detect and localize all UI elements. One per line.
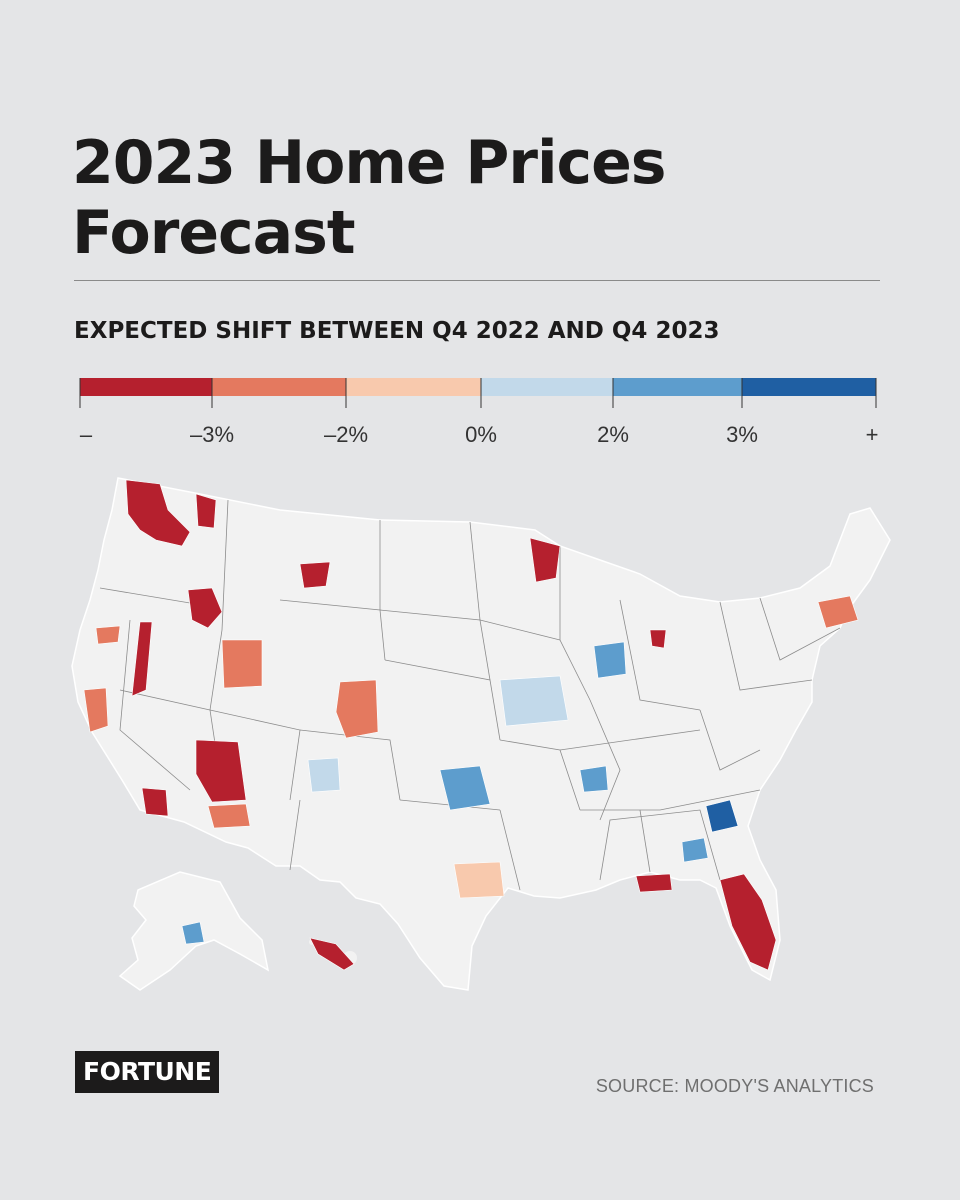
region-florida-panhandle [635,873,673,893]
region-reno-nv [131,621,153,697]
region-new-england [817,595,859,629]
region-tucson-az [207,803,251,829]
region-new-mexico [307,757,341,793]
legend-bin-2 [346,378,481,396]
region-florida [719,873,777,971]
region-hawaii [309,937,355,971]
legend-bin-1 [212,378,346,396]
region-georgia [681,837,709,863]
region-indiana [593,641,627,679]
title-divider [74,280,880,281]
region-montana-w [299,561,331,589]
region-denver-co [335,679,379,739]
legend-bin-4 [613,378,742,396]
legend-scale [79,378,877,408]
legend-tick-label-zero: 0% [465,422,497,447]
region-carolinas [705,799,739,833]
region-alaska [181,921,205,945]
region-boise-id [187,587,223,629]
legend-tick-label-min: – [79,422,93,447]
region-phoenix-az [195,739,247,803]
region-tennessee [579,765,609,793]
region-salt-lake-ut [221,639,263,689]
source-note: SOURCE: MOODY'S ANALYTICS [595,1076,874,1096]
region-michigan [649,629,667,649]
legend-bin-0 [80,378,212,396]
region-northern-ca [83,687,109,733]
page-title: 2023 Home Prices Forecast [72,128,667,268]
region-san-diego-ca [141,787,169,817]
legend-bin-5 [742,378,876,396]
legend-tick-label-minus2: –2% [323,422,369,447]
legend-tick-label-2: 2% [597,422,629,447]
region-oregon-s [95,625,121,645]
legend-tick-label-3: 3% [726,422,758,447]
fortune-logo: FORTUNE [75,1051,220,1093]
map-canvas [71,477,891,991]
region-minnesota-n [529,537,561,583]
us-choropleth-map [0,470,960,1010]
legend-bin-3 [481,378,613,396]
map-subtitle: EXPECTED SHIFT BETWEEN Q4 2022 AND Q4 20… [74,318,720,344]
region-midwest [499,675,569,727]
legend-tick-label-max: + [865,422,879,447]
region-oklahoma [439,765,491,811]
color-legend: – –3% –2% 0% 2% 3% + [0,378,960,458]
region-texas-central [453,861,505,899]
legend-tick-label-minus3: –3% [189,422,235,447]
region-eastern-wa [195,493,217,529]
region-seattle-wa [125,479,191,547]
